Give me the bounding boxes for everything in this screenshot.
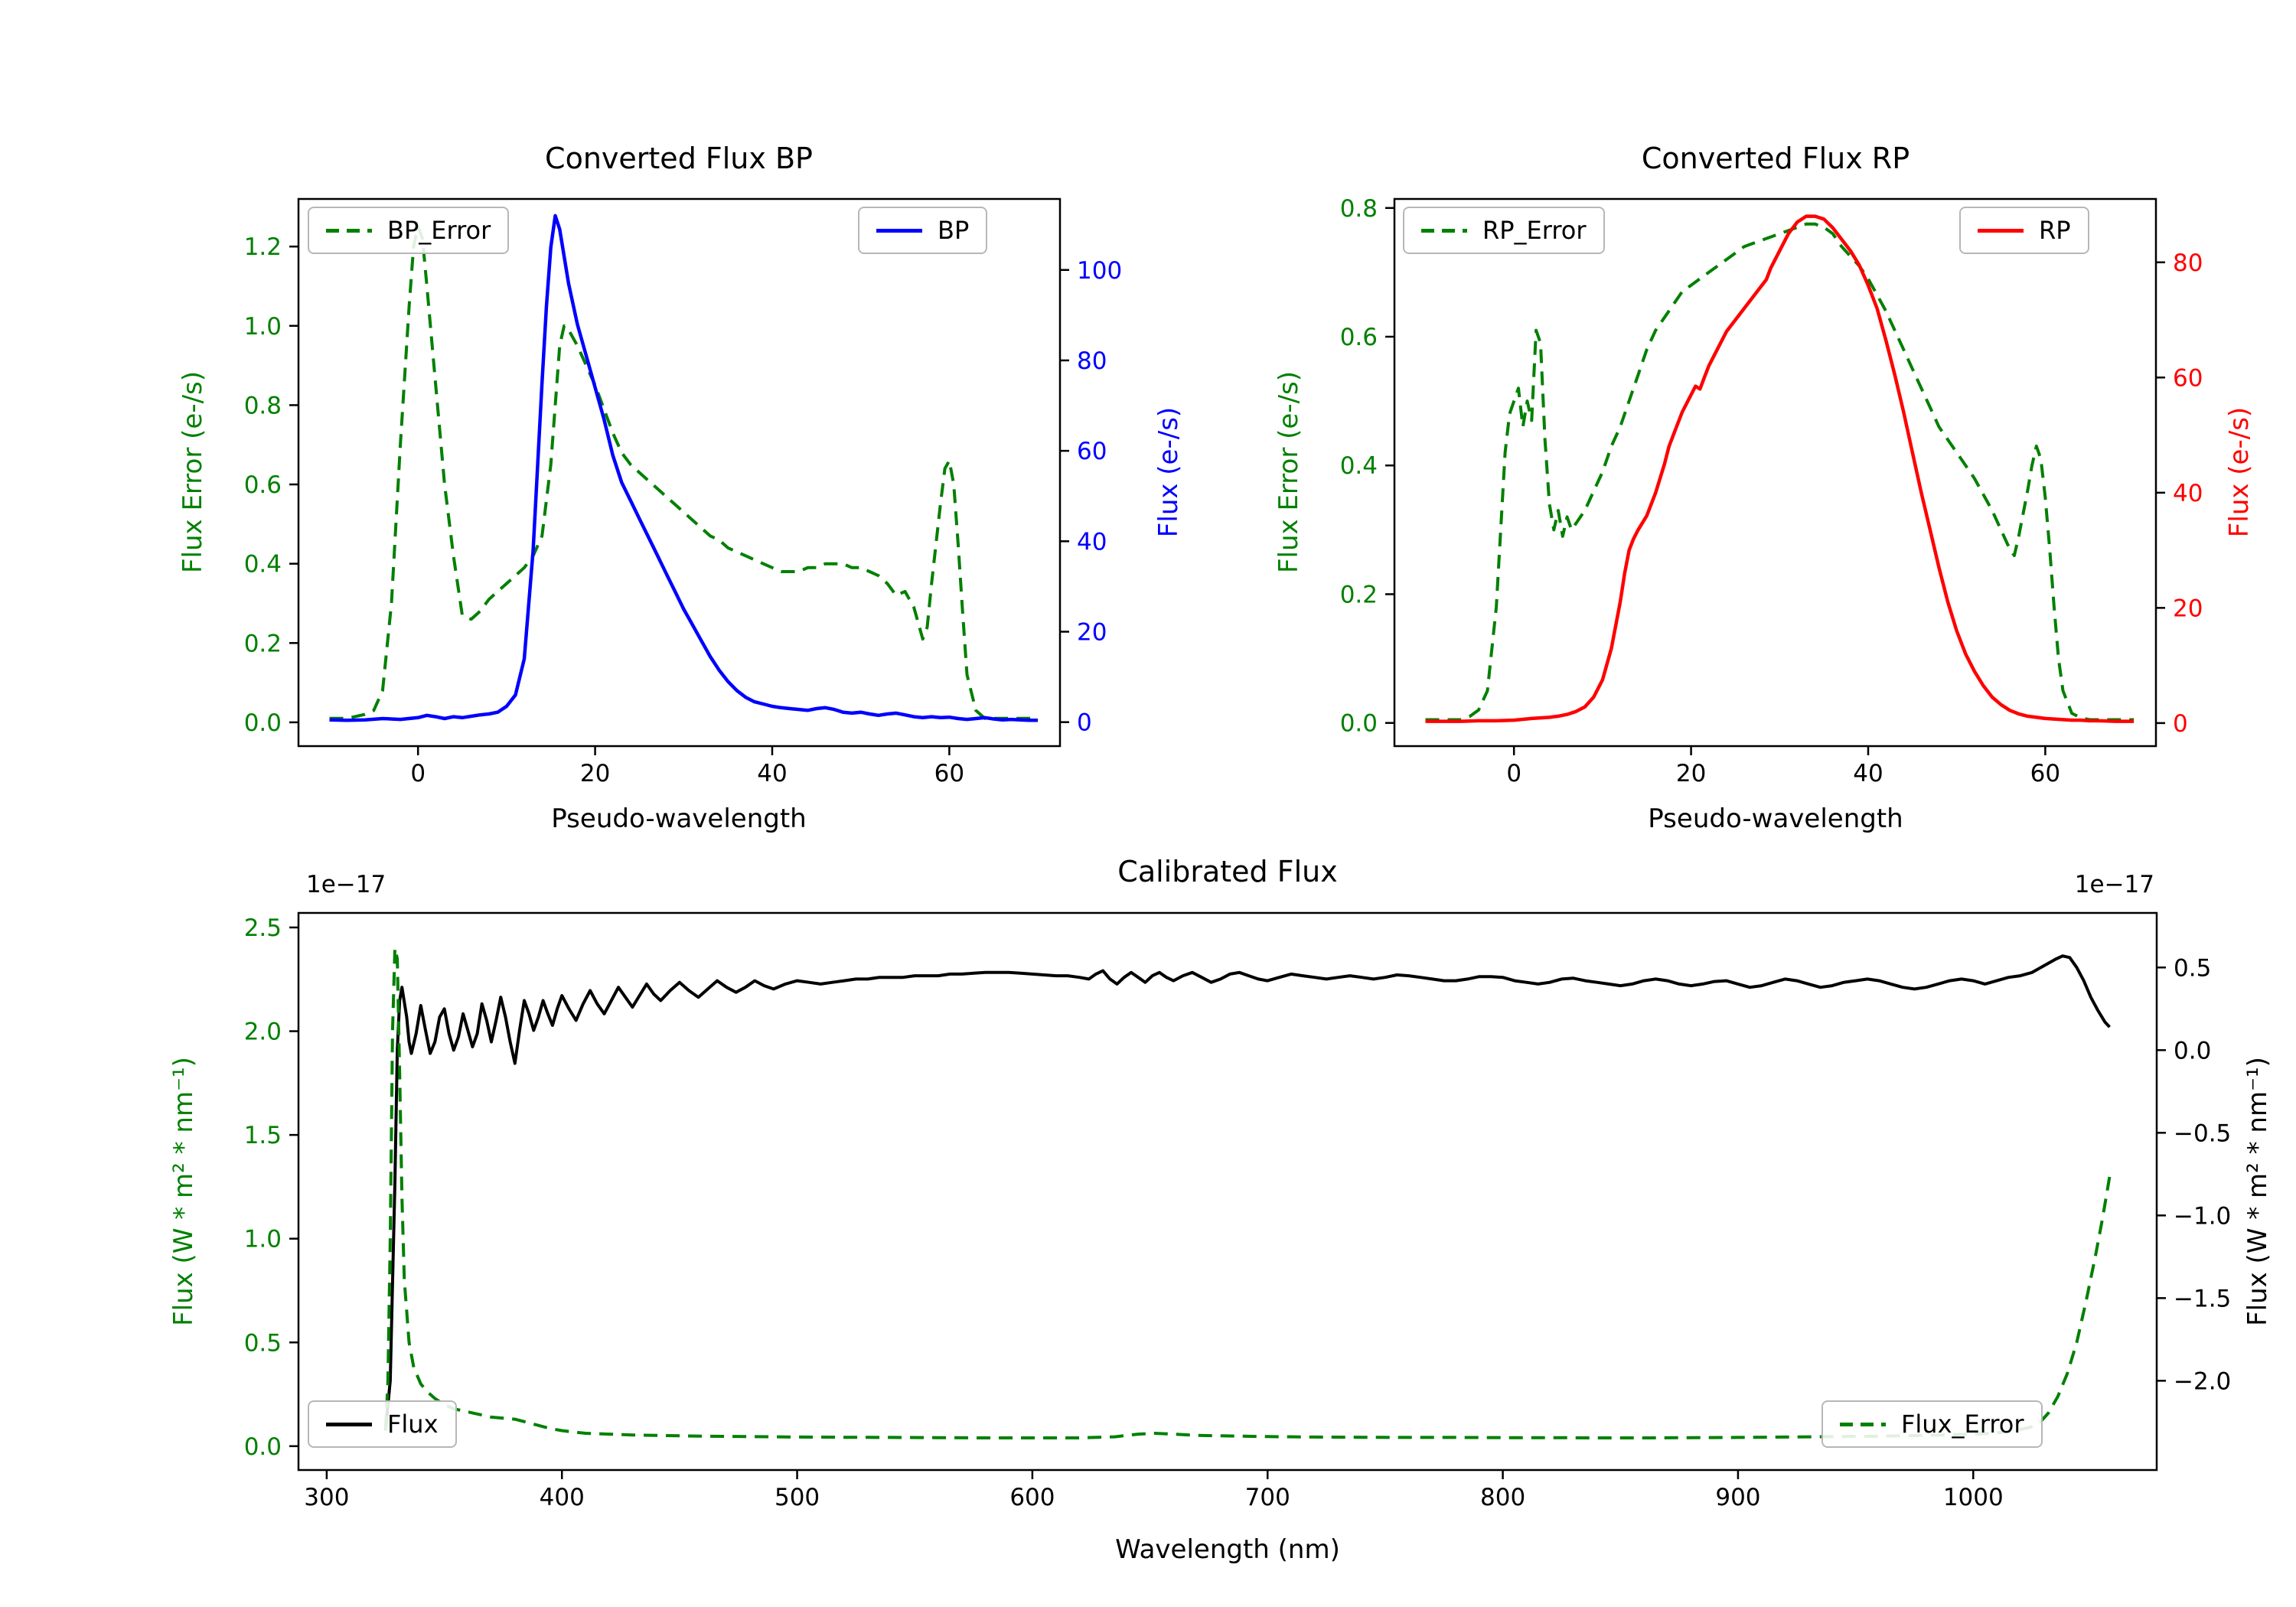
flux-line-sample xyxy=(326,1422,372,1426)
ylabel-calibrated-left: Flux (W * m² * nm⁻¹) xyxy=(168,1057,199,1326)
tick-label: 20 xyxy=(1676,760,1706,787)
tick-label: 0.8 xyxy=(244,392,282,419)
tick-label: 1.5 xyxy=(244,1122,282,1149)
legend-rp: RP xyxy=(1959,207,2089,254)
tick-label: 20 xyxy=(1077,619,1107,647)
axes-frame xyxy=(297,911,2158,1472)
flux-error-line-sample xyxy=(1840,1422,1886,1426)
tick-label: 0 xyxy=(1077,709,1092,737)
legend-flux-error: Flux_Error xyxy=(1821,1400,2043,1448)
series-BP_Error xyxy=(329,225,1039,720)
tick-label: 1000 xyxy=(1943,1484,2004,1511)
tick-label: 0 xyxy=(410,760,426,787)
legend-bp-error: BP_Error xyxy=(308,207,510,254)
tick-label: −0.5 xyxy=(2174,1120,2231,1147)
tick-label: 2.5 xyxy=(244,914,282,942)
tick-label: 500 xyxy=(775,1484,820,1511)
tick-label: 0.0 xyxy=(244,709,282,737)
tick-label: 40 xyxy=(1077,528,1107,556)
tick-label: 0.6 xyxy=(1340,324,1378,351)
tick-label: 0.4 xyxy=(1340,452,1378,480)
tick-label: 600 xyxy=(1009,1484,1055,1511)
tick-label: 20 xyxy=(2173,595,2203,622)
legend-flux: Flux xyxy=(308,1400,457,1448)
tick-label: 40 xyxy=(2173,480,2203,507)
chart-rp-series xyxy=(1425,214,2135,723)
legend-label: RP_Error xyxy=(1482,216,1587,245)
tick-label: 60 xyxy=(2030,760,2060,787)
series-RP_Error xyxy=(1425,222,2135,722)
tick-label: 700 xyxy=(1245,1484,1290,1511)
legend-bp: BP xyxy=(858,207,988,254)
legend-label: BP_Error xyxy=(387,216,491,245)
series-Flux_Error xyxy=(383,947,2112,1439)
tick-label: 0.5 xyxy=(244,1329,282,1357)
tick-label: 0.2 xyxy=(244,630,282,657)
tick-label: 400 xyxy=(540,1484,585,1511)
ylabel-rp-right: Flux (e-/s) xyxy=(2224,406,2255,538)
series-Flux xyxy=(383,954,2111,1431)
bp-error-line-sample xyxy=(326,228,372,233)
tick-label: 1.0 xyxy=(244,1226,282,1253)
legend-rp-error: RP_Error xyxy=(1403,207,1605,254)
series-BP xyxy=(329,214,1039,722)
chart-rp: 0 20 40 60 0.0 0.2 0.4 0.6 0.8 0 20 40 60 80 xyxy=(1340,195,2203,787)
tick-label: 0.5 xyxy=(2174,954,2211,982)
chart-title-rp: Converted Flux RP xyxy=(1641,142,1910,175)
chart-bp-series xyxy=(329,214,1039,722)
tick-label: −2.0 xyxy=(2174,1367,2231,1395)
tick-label: −1.5 xyxy=(2174,1285,2231,1312)
tick-label: 0 xyxy=(1506,760,1521,787)
tick-label: 60 xyxy=(1077,438,1107,465)
tick-label: 40 xyxy=(1853,760,1883,787)
tick-label: 60 xyxy=(2173,364,2203,392)
chart-title-bp: Converted Flux BP xyxy=(545,142,813,175)
tick-label: 0.8 xyxy=(1340,195,1378,223)
tick-label: 1.0 xyxy=(244,313,282,341)
legend-label: RP xyxy=(2039,216,2071,245)
tick-label: 80 xyxy=(1077,347,1107,375)
offset-text-left: 1e−17 xyxy=(306,871,386,898)
tick-label: −1.0 xyxy=(2174,1202,2231,1230)
tick-label: 80 xyxy=(2173,249,2203,277)
tick-label: 0.6 xyxy=(244,471,282,499)
bp-line-sample xyxy=(876,228,922,233)
legend-label: Flux_Error xyxy=(1901,1410,2024,1439)
axes-frame xyxy=(1393,197,2157,748)
tick-label: 60 xyxy=(934,760,964,787)
tick-label: 300 xyxy=(304,1484,349,1511)
ylabel-bp-left: Flux Error (e-/s) xyxy=(178,370,208,574)
tick-label: 800 xyxy=(1480,1484,1525,1511)
chart-title-calibrated: Calibrated Flux xyxy=(1117,855,1338,888)
tick-label: 900 xyxy=(1715,1484,1760,1511)
ylabel-calibrated-right: Flux (W * m² * nm⁻¹) xyxy=(2242,1057,2273,1326)
xlabel-calibrated: Wavelength (nm) xyxy=(1115,1534,1340,1565)
chart-calibrated-series xyxy=(383,947,2112,1439)
tick-label: 0.0 xyxy=(244,1433,282,1461)
axes-frame xyxy=(297,197,1062,748)
legend-label: Flux xyxy=(387,1410,439,1439)
tick-label: 20 xyxy=(580,760,610,787)
tick-label: 0.0 xyxy=(1340,710,1378,738)
series-RP xyxy=(1425,214,2135,723)
tick-label: 1.2 xyxy=(244,233,282,261)
tick-label: 0.0 xyxy=(2174,1037,2211,1064)
tick-label: 40 xyxy=(757,760,787,787)
tick-label: 0.2 xyxy=(1340,581,1378,608)
chart-bp: 0 20 40 60 0.0 0.2 0.4 0.6 0.8 1.0 1.2 0 20 40 60 80 100 xyxy=(244,197,1122,787)
ylabel-bp-right: Flux (e-/s) xyxy=(1153,406,1184,538)
rp-error-line-sample xyxy=(1421,228,1467,233)
tick-label: 100 xyxy=(1077,257,1122,285)
xlabel-bp: Pseudo-wavelength xyxy=(551,804,807,834)
tick-label: 2.0 xyxy=(244,1019,282,1046)
legend-label: BP xyxy=(938,216,970,245)
tick-label: 0 xyxy=(2173,710,2188,738)
rp-line-sample xyxy=(1978,228,2024,233)
tick-label: 0.4 xyxy=(244,551,282,579)
offset-text-right: 1e−17 xyxy=(2074,871,2154,898)
xlabel-rp: Pseudo-wavelength xyxy=(1648,804,1903,834)
ylabel-rp-left: Flux Error (e-/s) xyxy=(1274,370,1304,574)
